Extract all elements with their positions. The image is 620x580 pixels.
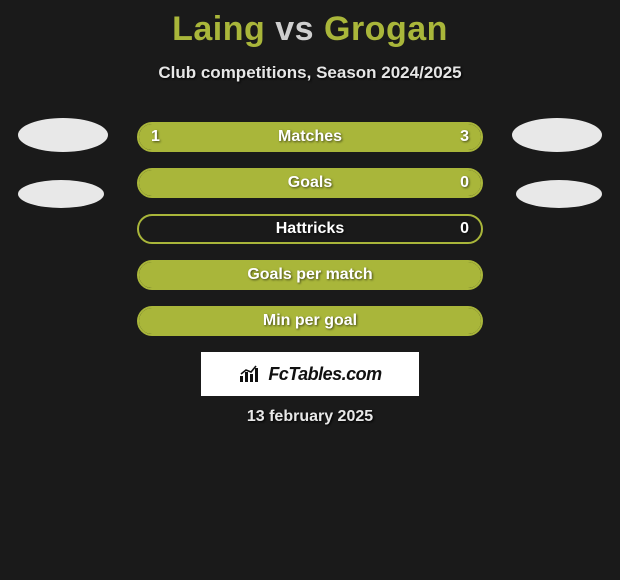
comparison-card: Laing vs Grogan Club competitions, Seaso… <box>0 0 620 580</box>
bar-label: Hattricks <box>276 220 344 238</box>
source-logo: FcTables.com <box>201 352 419 396</box>
stat-bar: Min per goal <box>137 306 483 336</box>
avatar-placeholder <box>512 118 602 152</box>
stat-bar: 1 3 Matches <box>137 122 483 152</box>
chart-icon <box>238 364 262 384</box>
bar-label: Goals <box>288 174 332 192</box>
bar-value-right: 0 <box>460 220 469 238</box>
stat-bar: 0 Hattricks <box>137 214 483 244</box>
avatar-placeholder <box>18 180 104 208</box>
avatar-placeholder <box>516 180 602 208</box>
player1-avatar-stack <box>18 118 108 208</box>
vs-label: vs <box>275 10 314 48</box>
player2-avatar-stack <box>512 118 602 208</box>
page-title: Laing vs Grogan <box>0 0 620 49</box>
bar-value-right: 3 <box>460 128 469 146</box>
bar-value-left: 1 <box>151 128 160 146</box>
bar-label: Matches <box>278 128 342 146</box>
bar-label: Goals per match <box>247 266 372 284</box>
logo-text: FcTables.com <box>268 364 381 385</box>
bar-fill-right <box>225 124 482 150</box>
stat-bar: Goals per match <box>137 260 483 290</box>
player2-name: Grogan <box>324 10 448 48</box>
date-label: 13 february 2025 <box>247 408 373 426</box>
player1-name: Laing <box>172 10 265 48</box>
avatar-placeholder <box>18 118 108 152</box>
subtitle: Club competitions, Season 2024/2025 <box>0 63 620 83</box>
bar-value-right: 0 <box>460 174 469 192</box>
stat-bars: 1 3 Matches 0 Goals 0 Hattricks Goals per match… <box>137 122 483 336</box>
bar-label: Min per goal <box>263 312 357 330</box>
stat-bar: 0 Goals <box>137 168 483 198</box>
